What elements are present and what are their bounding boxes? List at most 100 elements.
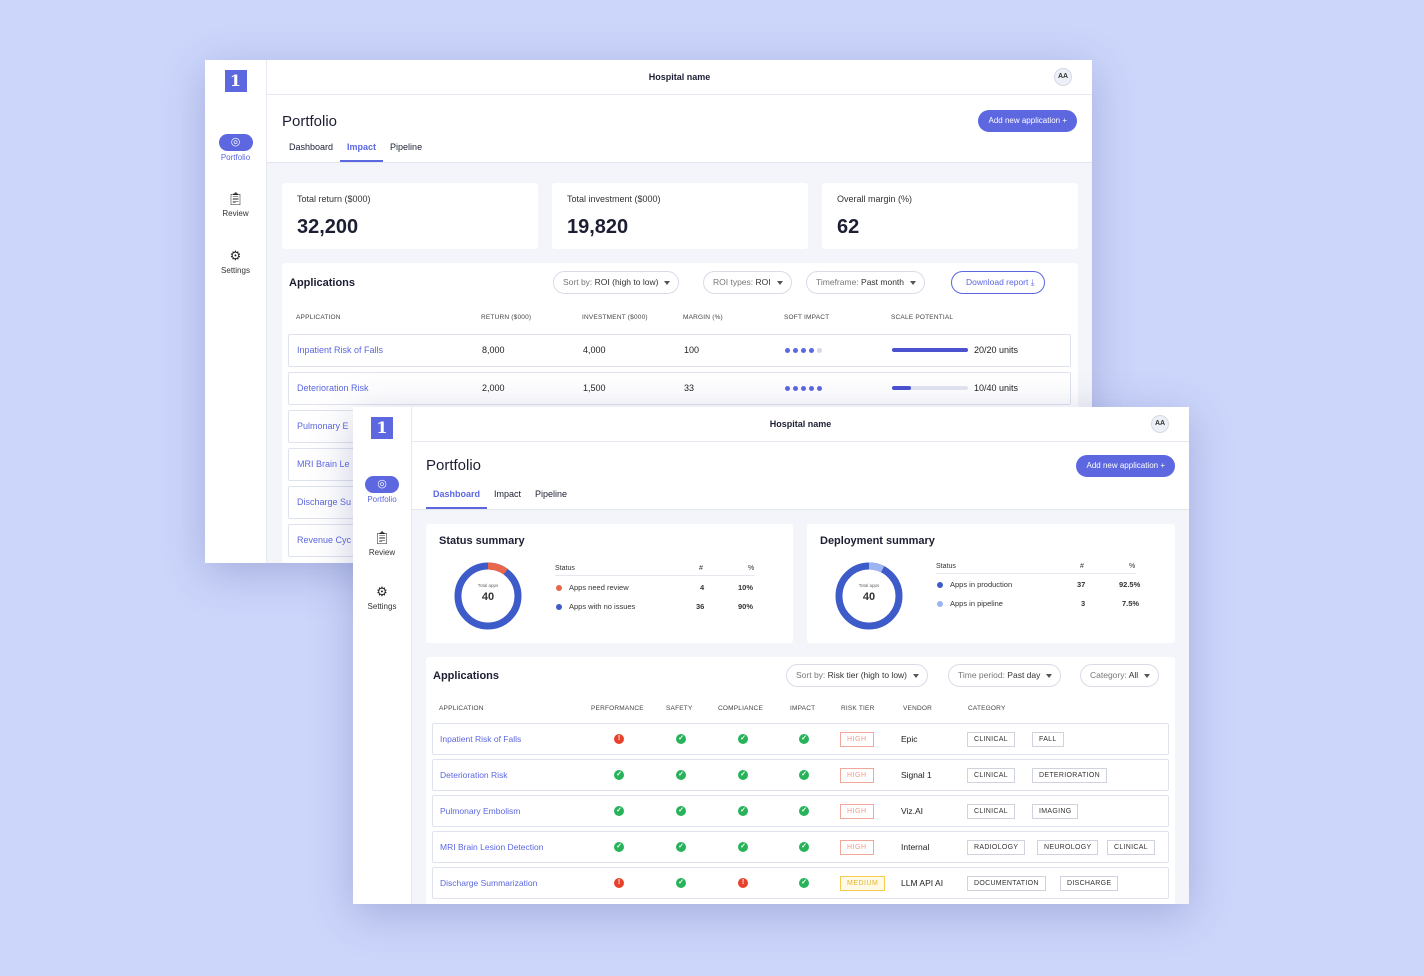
table-row[interactable]: Pulmonary Embolism ✓ ✓ ✓ ✓ HIGH Viz.AI CLINICAL… xyxy=(432,795,1169,827)
gear-icon: ⚙︎ xyxy=(229,248,242,263)
kpi-total-return: Total return ($000) 32,200 xyxy=(282,183,538,249)
avatar[interactable]: AA xyxy=(1151,415,1169,433)
clipboard-icon: 📋︎ xyxy=(227,191,244,206)
sidebar-item-label: Portfolio xyxy=(367,495,397,504)
status-summary-title: Status summary xyxy=(439,535,525,547)
sort-dropdown[interactable]: Sort by: ROI (high to low) xyxy=(553,271,680,294)
download-icon: ⤓ xyxy=(1030,277,1035,287)
status-summary-panel: Status summary Total apps 40 Status # % … xyxy=(426,524,793,643)
sidebar-item-review[interactable]: 📋︎ Review xyxy=(205,190,266,218)
table-row[interactable]: Deterioration Risk ✓ ✓ ✓ ✓ HIGH Signal 1 CLINIC… xyxy=(432,759,1169,791)
divider xyxy=(555,575,755,576)
table-row[interactable]: Inpatient Risk of Falls! ✓ ✓ ✓ HIGH Epic CLINI… xyxy=(432,723,1169,755)
sidebar-item-settings[interactable]: ⚙︎ Settings xyxy=(353,583,411,611)
status-donut xyxy=(454,562,522,630)
filter-value: All xyxy=(1128,670,1139,680)
column-header: VENDOR xyxy=(903,705,933,712)
tab-dashboard[interactable]: Dashboard xyxy=(426,489,488,509)
tab-bar: Dashboard Impact Pipeline xyxy=(426,489,574,509)
vendor-name: Epic xyxy=(901,734,918,744)
sidebar-item-review[interactable]: 📋︎ Review xyxy=(353,529,411,557)
tab-pipeline[interactable]: Pipeline xyxy=(535,489,568,499)
margin-value: 100 xyxy=(684,345,700,355)
kpi-value: 32,200 xyxy=(297,216,359,238)
application-name[interactable]: Pulmonary Embolism xyxy=(440,806,521,816)
impact-dot-filled xyxy=(793,348,798,353)
table-row[interactable]: Inpatient Risk of Falls 8,000 4,000 100 … xyxy=(288,334,1071,367)
download-report-button[interactable]: Download report ⤓ xyxy=(951,271,1045,294)
add-application-button[interactable]: Add new application + xyxy=(978,110,1077,132)
application-name[interactable]: Inpatient Risk of Falls xyxy=(440,734,522,744)
return-value: 8,000 xyxy=(482,345,505,355)
roi-types-dropdown[interactable]: ROI types: ROI xyxy=(703,271,792,294)
category-dropdown[interactable]: Category: All xyxy=(1080,664,1160,687)
check-circle-icon: ✓ xyxy=(676,878,686,888)
table-row[interactable]: MRI Brain Lesion Detection ✓ ✓ ✓ ✓ HIGH Intern… xyxy=(432,831,1169,863)
timeframe-dropdown[interactable]: Timeframe: Past month xyxy=(806,271,926,294)
table-row[interactable]: Discharge Summarization! ✓! ✓ MEDIUM LLM API… xyxy=(432,867,1169,899)
application-name[interactable]: Revenue Cyc xyxy=(297,535,352,545)
portfolio-icon: ◎ xyxy=(218,134,253,151)
application-name[interactable]: Deterioration Risk xyxy=(440,770,508,780)
filter-prefix: Category: xyxy=(1090,670,1129,680)
alert-circle-icon: ! xyxy=(738,878,748,888)
time-period-dropdown[interactable]: Time period: Past day xyxy=(948,664,1062,687)
sidebar-item-settings[interactable]: ⚙︎ Settings xyxy=(205,247,266,275)
legend-dot-pipeline xyxy=(937,601,943,607)
column-header: PERFORMANCE xyxy=(591,705,644,712)
check-circle-icon: ✓ xyxy=(799,734,809,744)
page-title: Portfolio xyxy=(282,113,338,130)
application-name[interactable]: MRI Brain Lesion Detection xyxy=(440,842,544,852)
legend-dot-no-issues xyxy=(556,604,562,610)
sidebar: 1 ◎ Portfolio 📋︎ Review ⚙︎ Settings xyxy=(205,60,267,563)
application-name[interactable]: MRI Brain Le xyxy=(297,459,350,469)
app-logo[interactable]: 1 xyxy=(371,417,393,439)
check-circle-icon: ✓ xyxy=(799,806,809,816)
filter-value: Risk tier (high to low) xyxy=(827,670,908,680)
sidebar-item-portfolio[interactable]: ◎ Portfolio xyxy=(205,134,266,162)
scale-potential-fill xyxy=(892,348,968,352)
check-circle-icon: ✓ xyxy=(676,842,686,852)
donut-value: 40 xyxy=(481,591,495,603)
column-header: IMPACT xyxy=(790,705,816,712)
table-row[interactable]: Deterioration Risk 2,000 1,500 33 10/40 … xyxy=(288,372,1071,405)
filter-value: ROI xyxy=(755,277,771,287)
kpi-value: 19,820 xyxy=(567,216,629,238)
check-circle-icon: ✓ xyxy=(676,734,686,744)
category-tag: DOCUMENTATION xyxy=(967,876,1046,891)
applications-title: Applications xyxy=(289,277,356,289)
tab-dashboard[interactable]: Dashboard xyxy=(289,142,334,152)
sidebar-item-portfolio[interactable]: ◎ Portfolio xyxy=(353,476,411,504)
application-name[interactable]: Discharge Su xyxy=(297,497,352,507)
application-name[interactable]: Pulmonary E xyxy=(297,421,349,431)
sort-dropdown[interactable]: Sort by: Risk tier (high to low) xyxy=(786,664,929,687)
add-application-label: Add new application xyxy=(1086,461,1159,470)
add-application-button[interactable]: Add new application + xyxy=(1076,455,1175,477)
app-logo[interactable]: 1 xyxy=(224,70,247,92)
check-circle-icon: ✓ xyxy=(738,806,748,816)
risk-tier-badge: MEDIUM xyxy=(840,876,886,891)
category-tag: DISCHARGE xyxy=(1060,876,1119,891)
sidebar-item-label: Settings xyxy=(221,266,250,275)
category-tag: CLINICAL xyxy=(967,732,1015,747)
vendor-name: Internal xyxy=(901,842,930,852)
portfolio-icon: ◎ xyxy=(365,476,399,493)
investment-value: 1,500 xyxy=(583,383,606,393)
kpi-value: 62 xyxy=(837,216,860,238)
applications-panel: Applications Sort by: Risk tier (high to… xyxy=(426,657,1175,904)
tab-impact[interactable]: Impact xyxy=(494,489,522,499)
tab-impact[interactable]: Impact xyxy=(340,142,384,162)
tab-pipeline[interactable]: Pipeline xyxy=(390,142,423,152)
filter-prefix: Timeframe: xyxy=(816,277,862,287)
application-name[interactable]: Deterioration Risk xyxy=(297,383,369,393)
deployment-summary-title: Deployment summary xyxy=(820,535,935,547)
category-tag: CLINICAL xyxy=(1107,840,1155,855)
application-name[interactable]: Discharge Summarization xyxy=(440,878,538,888)
status-label: Apps need review xyxy=(569,583,629,592)
application-name[interactable]: Inpatient Risk of Falls xyxy=(297,345,384,355)
category-tag: FALL xyxy=(1032,732,1064,747)
status-percent: 90% xyxy=(738,602,754,611)
risk-tier-badge: HIGH xyxy=(840,732,874,747)
sidebar: 1 ◎ Portfolio 📋︎ Review ⚙︎ Settings xyxy=(353,407,412,904)
avatar[interactable]: AA xyxy=(1054,68,1072,86)
